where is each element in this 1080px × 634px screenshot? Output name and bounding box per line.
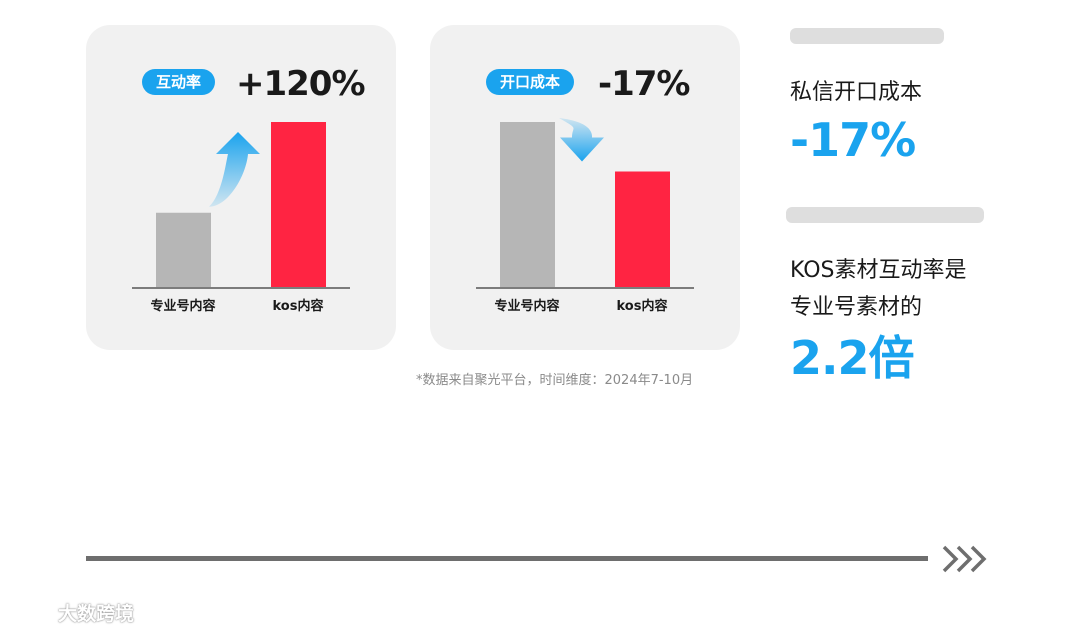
trend-down-arrow-icon	[559, 118, 604, 162]
category-label-professional: 专业号内容	[150, 299, 216, 314]
side-stat-label: 私信开口成本	[790, 80, 923, 105]
bar-kos	[615, 171, 670, 287]
side-stat-value: 2.2倍	[790, 331, 914, 385]
metric-pill: 开口成本	[486, 69, 575, 95]
placeholder-bar	[790, 28, 944, 44]
watermark: 大数跨境	[10, 598, 134, 626]
bar-professional	[156, 212, 211, 287]
cost-chart-card: 开口成本 -17% 专业号内容 kos内容	[430, 25, 740, 350]
placeholder-bar	[786, 207, 984, 223]
timeline-line	[86, 556, 928, 561]
category-label-professional: 专业号内容	[494, 299, 560, 314]
category-label-kos: kos内容	[616, 299, 668, 314]
metric-change: +120%	[236, 64, 366, 104]
side-stat-label-line1: KOS素材互动率是	[790, 258, 967, 283]
trend-up-arrow-icon	[209, 132, 260, 207]
source-footnote: *数据来自聚光平台，时间维度：2024年7-10月	[416, 373, 694, 388]
watermark-logo-icon	[12, 601, 54, 624]
metric-pill: 互动率	[142, 69, 216, 95]
engagement-chart-card: 互动率 +120% 专业号内容 kos内容	[86, 25, 396, 350]
bar-kos	[271, 122, 326, 287]
category-label-kos: kos内容	[272, 299, 324, 314]
engagement-bar-chart	[132, 122, 350, 289]
triple-chevron-right-icon	[942, 545, 987, 573]
watermark-text: 大数跨境	[58, 602, 135, 625]
bar-professional	[500, 122, 555, 287]
cost-bar-chart	[476, 118, 694, 289]
side-stat-label-line2: 专业号素材的	[790, 295, 923, 320]
side-stat-value: -17%	[790, 113, 916, 167]
metric-change: -17%	[598, 64, 690, 104]
